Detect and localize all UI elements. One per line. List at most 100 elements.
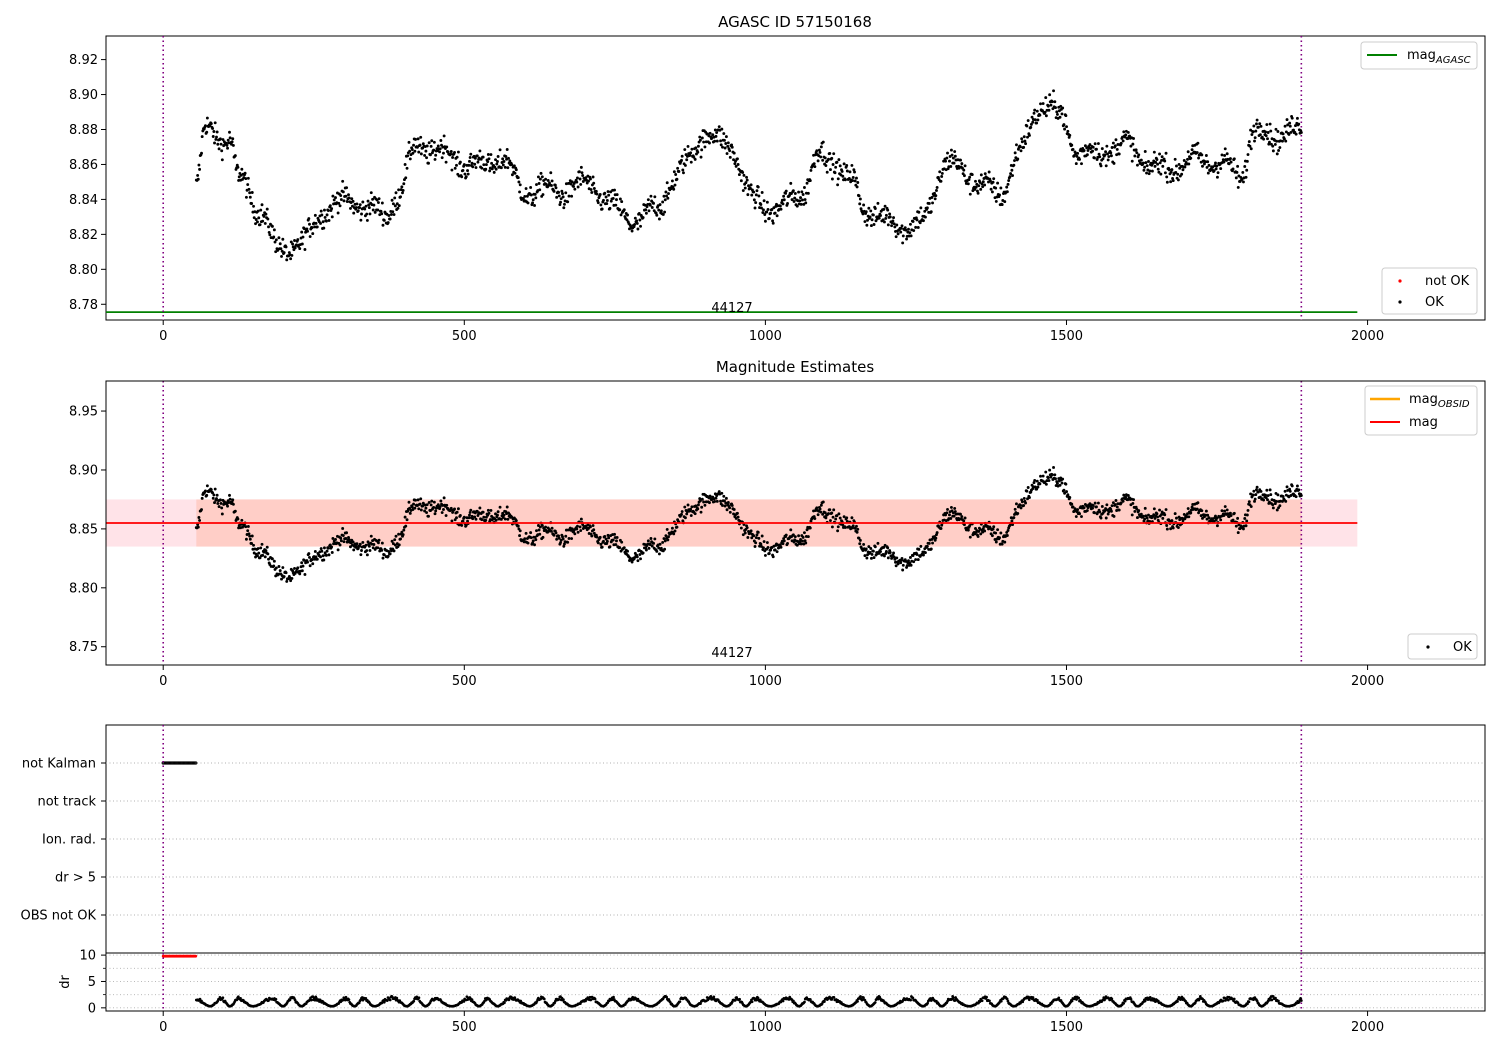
- data-point: [949, 165, 953, 168]
- data-point: [935, 531, 939, 535]
- data-point: [272, 559, 276, 563]
- data-point: [279, 247, 283, 251]
- data-point: [399, 537, 402, 541]
- data-point: [724, 496, 728, 500]
- data-point: [215, 493, 219, 497]
- data-point: [458, 160, 462, 164]
- data-point: [769, 548, 773, 552]
- data-point: [590, 191, 594, 194]
- data-point: [635, 555, 639, 559]
- data-point: [321, 220, 325, 224]
- data-point: [476, 160, 480, 164]
- data-point: [1153, 164, 1157, 168]
- data-point: [226, 138, 230, 142]
- data-point: [349, 206, 352, 210]
- data-point: [1099, 164, 1103, 168]
- data-point: [1225, 508, 1229, 512]
- data-point: [540, 523, 544, 527]
- data-point: [1283, 489, 1287, 493]
- data-point: [1078, 512, 1082, 516]
- data-point: [293, 239, 296, 242]
- data-point: [606, 533, 610, 537]
- data-point: [732, 158, 735, 162]
- data-point: [1076, 151, 1080, 155]
- data-point: [518, 534, 522, 538]
- data-point: [1256, 490, 1260, 494]
- data-point: [293, 246, 297, 250]
- data-point: [1000, 542, 1004, 546]
- data-point: [535, 183, 538, 186]
- data-point: [1023, 139, 1027, 143]
- dr-ok-point: [562, 998, 565, 1001]
- data-point: [1013, 507, 1017, 511]
- data-point: [730, 504, 734, 507]
- data-point: [1266, 494, 1270, 498]
- data-point: [836, 177, 840, 181]
- legend-mag: magOBSID mag: [1364, 385, 1478, 436]
- data-point: [533, 543, 536, 547]
- data-point: [1085, 153, 1089, 157]
- dr-ok-point: [909, 998, 912, 1002]
- data-point: [749, 186, 752, 190]
- data-point: [1222, 513, 1226, 517]
- data-point: [655, 213, 659, 217]
- x-tick-label: 2000: [1351, 329, 1384, 344]
- data-point: [922, 219, 925, 223]
- data-point: [821, 500, 825, 504]
- data-point: [468, 510, 472, 514]
- data-point: [1107, 155, 1111, 158]
- data-point: [319, 209, 323, 213]
- data-point: [240, 167, 244, 171]
- data-point: [1104, 516, 1108, 520]
- data-point: [529, 186, 533, 189]
- data-point: [917, 547, 921, 551]
- data-point: [914, 558, 918, 561]
- data-point: [387, 213, 391, 217]
- data-point: [220, 158, 224, 162]
- data-point: [501, 157, 505, 161]
- data-point: [948, 159, 951, 163]
- data-point: [319, 221, 322, 225]
- data-point: [1245, 519, 1249, 523]
- data-point: [298, 247, 302, 251]
- data-point: [1246, 153, 1250, 157]
- data-point: [879, 214, 882, 217]
- data-point: [916, 558, 920, 562]
- data-point: [1046, 104, 1050, 108]
- data-point: [871, 549, 875, 553]
- data-point: [440, 156, 444, 160]
- data-point: [564, 191, 568, 195]
- data-point: [1030, 115, 1034, 119]
- data-point: [1200, 509, 1204, 513]
- data-point: [1070, 502, 1074, 506]
- data-point: [1165, 180, 1169, 184]
- data-point: [1026, 135, 1029, 139]
- data-point: [1061, 477, 1065, 481]
- data-point: [303, 573, 307, 576]
- data-point: [434, 509, 438, 513]
- data-point: [864, 210, 868, 214]
- data-point: [458, 514, 462, 517]
- data-point: [403, 163, 407, 166]
- data-point: [537, 528, 541, 532]
- data-point: [326, 546, 330, 550]
- data-point: [296, 566, 300, 570]
- data-point: [1124, 495, 1128, 499]
- data-point: [836, 525, 840, 529]
- data-point: [401, 191, 404, 195]
- data-point: [827, 512, 830, 516]
- data-point: [639, 224, 642, 228]
- data-point: [903, 226, 907, 230]
- data-point: [604, 195, 608, 199]
- data-point: [862, 542, 866, 546]
- data-point: [246, 529, 250, 533]
- data-point: [196, 173, 200, 177]
- data-point: [866, 218, 869, 222]
- data-point: [490, 161, 494, 165]
- dr-ok-point: [980, 999, 984, 1003]
- data-point: [388, 552, 392, 556]
- dr-ok-point: [712, 995, 716, 999]
- data-point: [397, 532, 401, 536]
- data-point: [609, 199, 613, 203]
